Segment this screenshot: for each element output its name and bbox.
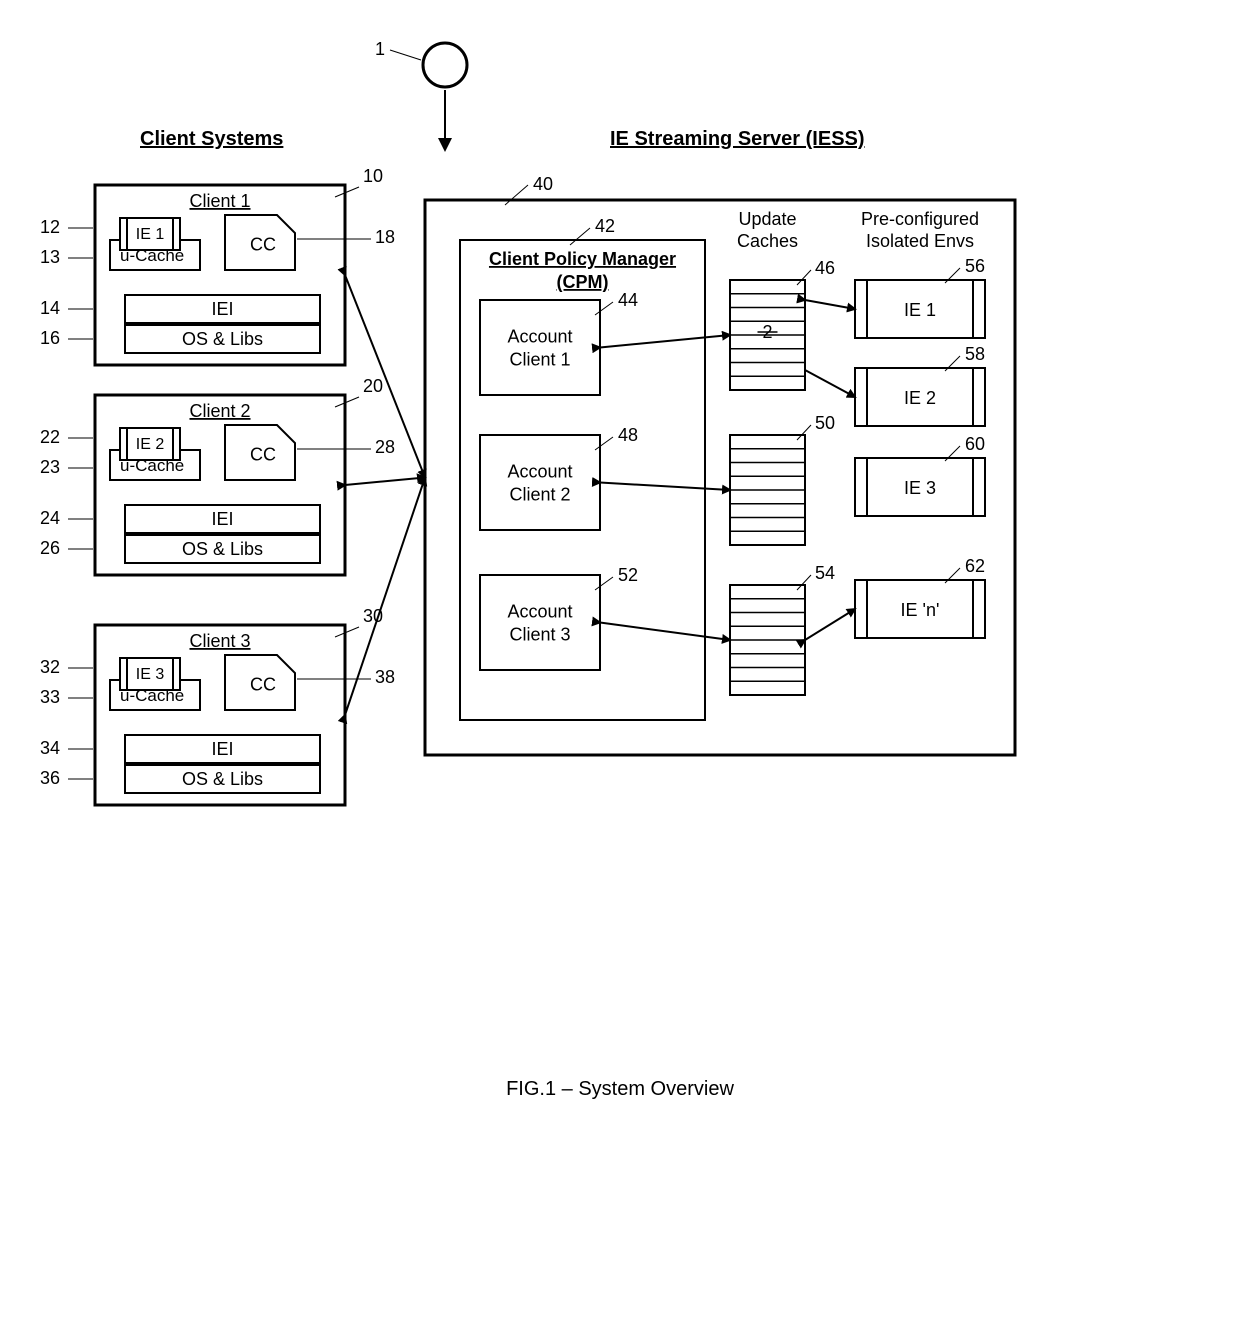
client-2-group: Client 2u-CacheIE 2CCIEIOS & Libs [95, 395, 345, 575]
ref-44: 44 [618, 290, 638, 310]
section-title-right: IE Streaming Server (IESS) [610, 128, 865, 150]
account-2-l1: Account [507, 462, 572, 482]
account-2-l2: Client 2 [509, 485, 570, 505]
section-title-left: Client Systems [140, 128, 283, 150]
client-3-iei-label: IEI [211, 739, 233, 759]
iso-envs-title-2: Isolated Envs [866, 231, 974, 251]
ref-42: 42 [595, 216, 615, 236]
client-2-cc-label: CC [250, 445, 276, 465]
client-3-cc-label: CC [250, 675, 276, 695]
client-2-iei-label: IEI [211, 509, 233, 529]
client-1-oslibs-label: OS & Libs [182, 329, 263, 349]
update-caches-title-2: Caches [737, 231, 798, 251]
client-1-title: Client 1 [189, 191, 250, 211]
ref-33: 33 [40, 687, 60, 707]
client-3-oslibs-label: OS & Libs [182, 769, 263, 789]
account-1-l1: Account [507, 327, 572, 347]
account-3-l2: Client 3 [509, 625, 570, 645]
cpm-title-2: (CPM) [557, 272, 609, 292]
ref-24: 24 [40, 508, 60, 528]
client-3-ie-label: IE 3 [136, 666, 165, 683]
ref-52: 52 [618, 565, 638, 585]
ref-12: 12 [40, 217, 60, 237]
client-1-group: Client 1u-CacheIE 1CCIEIOS & Libs [95, 185, 345, 365]
ref-50: 50 [815, 413, 835, 433]
account-3-l1: Account [507, 602, 572, 622]
ref-34: 34 [40, 738, 60, 758]
ref-38: 38 [375, 667, 395, 687]
iso-ie-3-label: IE 3 [904, 478, 936, 498]
ref-14: 14 [40, 298, 60, 318]
ref-13: 13 [40, 247, 60, 267]
client-3-group: Client 3u-CacheIE 3CCIEIOS & Libs [95, 625, 345, 805]
client-1-cc-label: CC [250, 235, 276, 255]
ref-23: 23 [40, 457, 60, 477]
update-caches-title-1: Update [738, 209, 796, 229]
ref-36: 36 [40, 768, 60, 788]
ref-32: 32 [40, 657, 60, 677]
iso-envs-title-1: Pre-configured [861, 209, 979, 229]
ref-48: 48 [618, 425, 638, 445]
ref-60: 60 [965, 434, 985, 454]
iso-ie-2-label: IE 2 [904, 388, 936, 408]
ref-20: 20 [363, 376, 383, 396]
ref-46: 46 [815, 258, 835, 278]
ref-54: 54 [815, 563, 835, 583]
ref-56: 56 [965, 256, 985, 276]
client-1-iei-label: IEI [211, 299, 233, 319]
client-2-ie-label: IE 2 [136, 436, 165, 453]
figure-caption: FIG.1 – System Overview [506, 1078, 734, 1100]
client-2-title: Client 2 [189, 401, 250, 421]
client-3-title: Client 3 [189, 631, 250, 651]
ref-10: 10 [363, 166, 383, 186]
account-1-l2: Client 1 [509, 350, 570, 370]
iso-ie-1-label: IE 1 [904, 300, 936, 320]
iso-ie-4-label: IE 'n' [901, 600, 940, 620]
ref-18: 18 [375, 227, 395, 247]
ref-62: 62 [965, 556, 985, 576]
ref-26: 26 [40, 538, 60, 558]
client-1-ie-label: IE 1 [136, 226, 165, 243]
client-2-oslibs-label: OS & Libs [182, 539, 263, 559]
top-marker-label: 1 [375, 39, 385, 59]
ref-22: 22 [40, 427, 60, 447]
ref-28: 28 [375, 437, 395, 457]
ref-16: 16 [40, 328, 60, 348]
ref-40: 40 [533, 174, 553, 194]
ref-58: 58 [965, 344, 985, 364]
cpm-title-1: Client Policy Manager [489, 249, 676, 269]
